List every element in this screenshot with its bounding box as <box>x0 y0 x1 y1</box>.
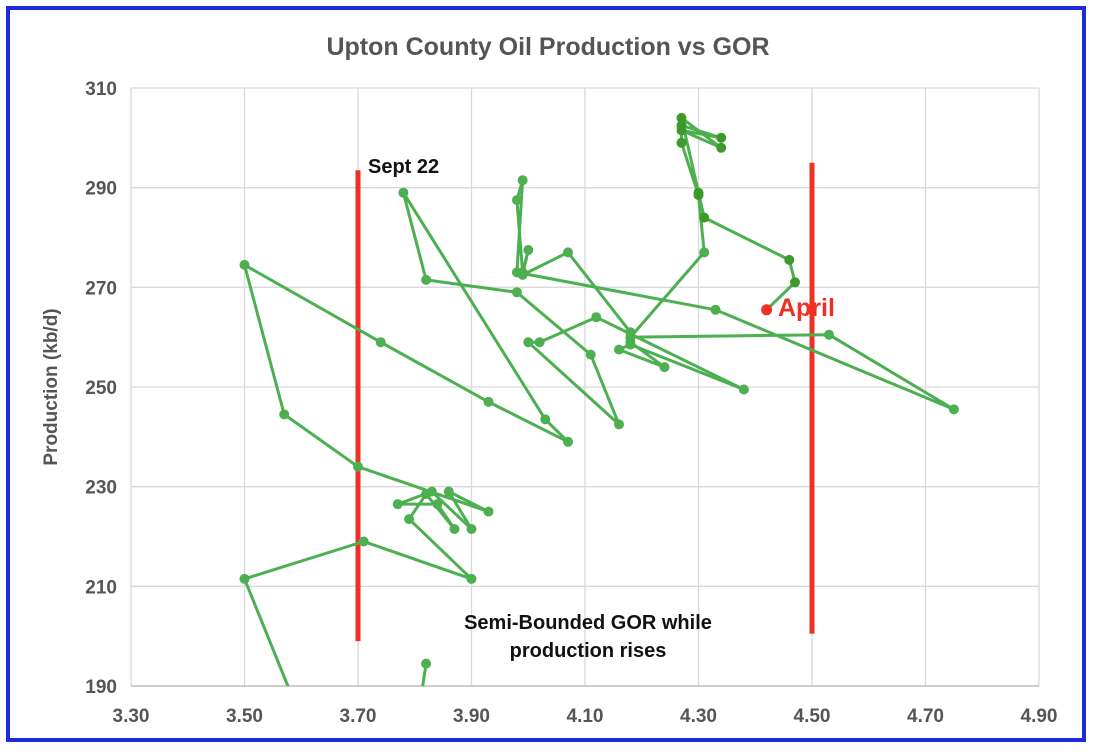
x-tick-label: 3.30 <box>113 706 150 727</box>
y-axis-label: Production (kb/d) <box>41 308 62 465</box>
data-point <box>392 499 403 510</box>
data-point <box>784 254 795 265</box>
april-label: April <box>778 294 835 322</box>
y-tick-label: 290 <box>85 179 117 200</box>
data-point-april <box>761 304 773 316</box>
y-tick-label: 190 <box>85 677 117 698</box>
data-point <box>585 349 596 360</box>
data-point <box>676 137 687 148</box>
note-line-1: Semi-Bounded GOR while <box>464 612 712 634</box>
data-point <box>239 259 250 270</box>
y-tick-labels: 190 210 230 250 270 290 310 <box>85 79 117 698</box>
x-tick-label: 4.10 <box>567 706 604 727</box>
data-point <box>540 414 551 425</box>
sept-22-label: Sept 22 <box>368 156 439 178</box>
data-point <box>716 132 727 143</box>
data-point <box>517 175 528 186</box>
data-point <box>563 436 573 447</box>
reference-lines <box>355 162 815 642</box>
data-point <box>676 125 687 136</box>
data-point <box>398 187 409 198</box>
x-tick-label: 3.90 <box>453 706 490 727</box>
data-point <box>421 274 432 285</box>
data-point <box>426 486 437 497</box>
data-point <box>563 247 573 258</box>
grid-lines <box>130 87 1040 687</box>
data-point <box>693 187 704 198</box>
y-tick-label: 310 <box>85 79 117 100</box>
y-tick-label: 210 <box>85 577 117 598</box>
data-point <box>421 658 432 669</box>
x-tick-label: 3.50 <box>226 706 263 727</box>
data-point <box>534 337 545 348</box>
data-point <box>824 329 834 340</box>
note-line-2: production rises <box>510 640 667 662</box>
data-point <box>466 573 477 584</box>
data-point <box>511 267 522 278</box>
data-point <box>279 409 290 420</box>
data-point <box>614 419 624 430</box>
data-point <box>239 573 250 584</box>
data-point <box>948 404 959 415</box>
x-tick-label: 4.30 <box>680 706 717 727</box>
x-tick-labels: 3.30 3.50 3.70 3.90 4.10 4.30 4.50 4.70 4.90 <box>113 706 1058 727</box>
data-point <box>614 344 624 355</box>
data-point <box>710 304 721 315</box>
data-point <box>716 142 727 153</box>
data-point <box>415 696 425 706</box>
data-point <box>523 245 534 255</box>
data-point <box>738 384 749 395</box>
data-point <box>285 686 295 696</box>
y-tick-label: 250 <box>85 378 117 399</box>
data-point <box>523 337 534 348</box>
data-point <box>511 287 522 298</box>
chart-title: Upton County Oil Production vs GOR <box>326 33 769 61</box>
data-point <box>625 332 636 343</box>
data-point <box>375 337 386 348</box>
data-point <box>699 247 710 258</box>
x-tick-label: 3.70 <box>340 706 377 727</box>
data-point <box>443 486 454 497</box>
data-point <box>483 396 494 407</box>
series-group <box>239 112 959 706</box>
data-point <box>404 514 415 525</box>
data-point <box>358 536 369 547</box>
data-point <box>699 212 710 223</box>
data-point <box>483 506 494 517</box>
x-tick-label: 4.90 <box>1021 706 1058 727</box>
data-point <box>466 524 477 534</box>
x-tick-label: 4.50 <box>794 706 831 727</box>
y-tick-label: 230 <box>85 478 117 499</box>
data-point <box>591 312 602 323</box>
data-point <box>511 195 522 206</box>
data-point <box>432 499 443 510</box>
data-point <box>790 277 800 288</box>
data-point <box>449 524 460 534</box>
x-tick-label: 4.70 <box>907 706 944 727</box>
data-point <box>676 112 687 123</box>
data-point <box>659 362 670 373</box>
data-point <box>353 461 363 472</box>
y-tick-label: 270 <box>85 278 117 299</box>
